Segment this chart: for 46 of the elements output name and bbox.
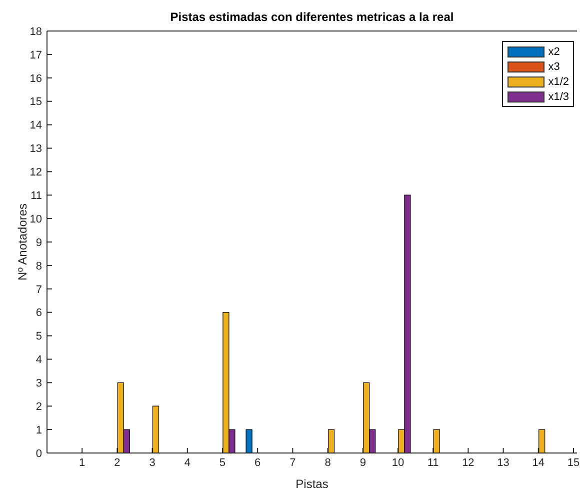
x-tick-label: 2 [114,456,120,469]
y-tick-label: 16 [30,72,42,85]
y-tick-label: 17 [30,49,42,62]
x-tick-label: 11 [427,456,439,469]
x-tick-label: 8 [324,456,331,469]
y-tick-label: 1 [36,424,42,436]
x-tick-label: 1 [79,456,86,469]
legend-label: x1/2 [548,76,569,88]
x-axis-title: Pistas [296,477,328,491]
bar [433,429,440,453]
y-tick-label: 8 [36,260,42,272]
y-tick-label: 10 [30,213,42,226]
y-tick-label: 2 [36,401,42,414]
y-tick-label: 13 [30,143,42,156]
legend-label: x1/3 [548,90,569,102]
legend-label: x2 [548,46,560,58]
x-tick-label: 5 [219,456,226,469]
y-tick-label: 14 [30,120,42,132]
bar [152,406,160,453]
x-tick-label: 3 [149,456,156,469]
bar [328,429,335,453]
y-tick-label: 6 [36,307,42,320]
y-tick-label: 0 [36,448,42,460]
x-tick-label: 10 [392,456,404,469]
y-tick-label: 9 [36,236,42,249]
legend-label: x3 [548,60,560,72]
x-tick-label: 13 [497,456,510,469]
y-tick-label: 12 [30,166,42,179]
x-tick-label: 14 [532,456,545,469]
bar [538,429,546,453]
y-tick-label: 4 [36,354,42,366]
x-tick-label: 4 [184,456,190,469]
x-tick-label: 12 [462,456,474,469]
bar [246,429,252,453]
y-tick-label: 3 [36,378,42,390]
y-tick-label: 11 [30,190,42,202]
y-axis-title: Nº Anotadores [15,203,30,281]
y-tick-label: 18 [30,26,42,38]
x-tick-label: 9 [360,456,366,469]
chart-title: Pistas estimadas con diferentes metricas a la real [169,10,455,24]
x-tick-label: 15 [567,456,580,469]
x-tick-label: 7 [290,456,296,469]
y-tick-label: 5 [36,330,42,343]
y-tick-label: 15 [30,96,42,108]
x-tick-label: 6 [254,456,261,469]
y-tick-label: 7 [36,284,42,296]
